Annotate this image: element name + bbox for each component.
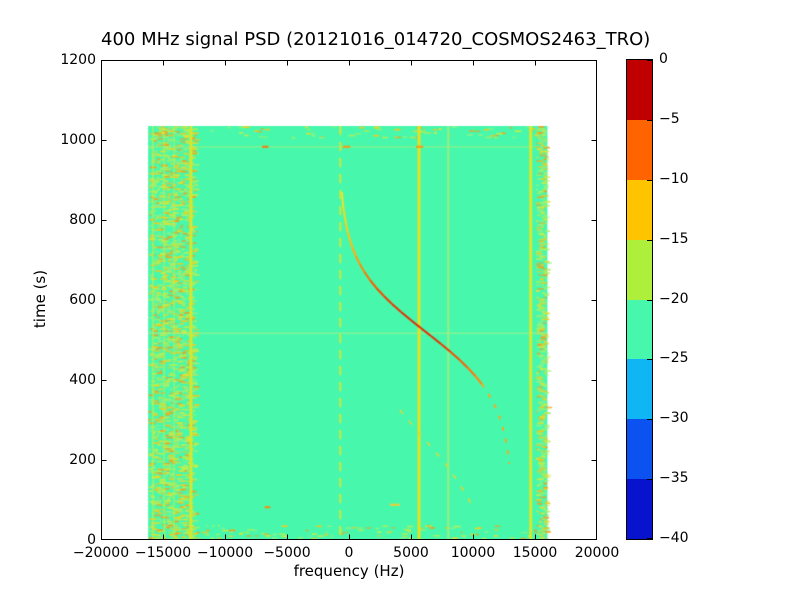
colorbar-tick-mark xyxy=(647,239,652,241)
colorbar xyxy=(626,59,653,540)
x-tick-label: 0 xyxy=(344,545,354,561)
colorbar-tick-mark xyxy=(647,179,652,181)
colorbar-tick-mark xyxy=(647,299,652,301)
x-tick-label: −10000 xyxy=(196,545,254,561)
colorbar-tick-label: −20 xyxy=(659,290,689,307)
y-tick-label: 400 xyxy=(69,372,96,388)
colorbar-segment xyxy=(627,299,652,360)
chart-title: 400 MHz signal PSD (20121016_014720_COSM… xyxy=(101,29,651,50)
x-tick-label: 15000 xyxy=(512,545,558,561)
x-tick-label: −20000 xyxy=(72,545,130,561)
x-tick-label: 10000 xyxy=(450,545,496,561)
y-tick-label: 600 xyxy=(69,292,96,308)
x-tick-label: 20000 xyxy=(574,545,620,561)
y-tick-label: 800 xyxy=(69,212,96,228)
colorbar-segment xyxy=(627,179,652,240)
colorbar-segment xyxy=(627,239,652,300)
y-tick-label: 1200 xyxy=(60,52,96,68)
colorbar-tick-label: −40 xyxy=(659,530,689,546)
colorbar-segment xyxy=(627,60,652,120)
colorbar-tick-mark xyxy=(647,419,652,421)
y-tick-label: 1000 xyxy=(60,132,96,148)
x-axis-label: frequency (Hz) xyxy=(293,562,405,580)
colorbar-tick-label: −10 xyxy=(659,170,689,187)
colorbar-tick-label: −25 xyxy=(659,350,689,367)
colorbar-segment xyxy=(627,479,652,539)
colorbar-tick-label: −30 xyxy=(659,410,689,427)
x-tick-label: −15000 xyxy=(134,545,192,561)
spectrogram-heatmap xyxy=(101,60,597,540)
colorbar-tick-mark xyxy=(647,538,652,539)
colorbar-tick-label: −15 xyxy=(659,230,689,247)
y-tick-label: 200 xyxy=(69,452,96,468)
colorbar-tick-label: −5 xyxy=(659,110,680,127)
colorbar-tick-mark xyxy=(647,119,652,121)
colorbar-segment xyxy=(627,419,652,480)
colorbar-segment xyxy=(627,359,652,420)
x-tick-label: −5000 xyxy=(263,545,311,561)
colorbar-tick-label: 0 xyxy=(659,51,668,67)
colorbar-segment xyxy=(627,119,652,180)
y-tick-label: 0 xyxy=(87,532,96,548)
colorbar-tick-mark xyxy=(647,359,652,361)
x-tick-label: 5000 xyxy=(393,545,429,561)
plot-area xyxy=(101,60,597,540)
colorbar-tick-mark xyxy=(647,479,652,481)
colorbar-tick-mark xyxy=(647,60,652,61)
colorbar-tick-label: −35 xyxy=(659,470,689,487)
